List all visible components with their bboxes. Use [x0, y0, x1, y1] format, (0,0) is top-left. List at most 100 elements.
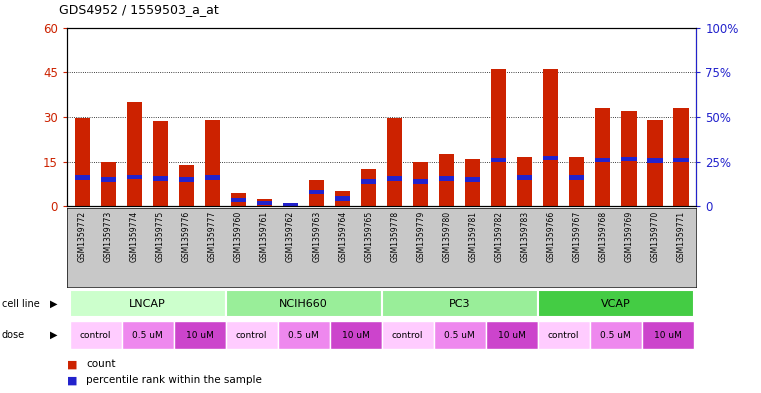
Text: control: control	[392, 331, 423, 340]
Text: count: count	[86, 359, 116, 369]
Bar	[543, 156, 559, 160]
Bar	[595, 108, 610, 206]
Bar	[465, 177, 480, 182]
Bar	[590, 321, 642, 349]
Text: 0.5 uM: 0.5 uM	[600, 331, 631, 340]
Bar	[205, 120, 221, 206]
Bar	[647, 120, 663, 206]
Bar	[673, 108, 689, 206]
Text: 10 uM: 10 uM	[186, 331, 214, 340]
Bar	[100, 162, 116, 206]
Bar	[491, 158, 507, 162]
Text: 10 uM: 10 uM	[654, 331, 682, 340]
Text: GSM1359768: GSM1359768	[598, 211, 607, 262]
Bar	[569, 157, 584, 206]
Text: GSM1359762: GSM1359762	[286, 211, 295, 262]
Bar	[382, 290, 538, 318]
Bar	[595, 158, 610, 162]
Bar	[439, 176, 454, 181]
Text: PC3: PC3	[449, 299, 470, 309]
Text: GSM1359770: GSM1359770	[650, 211, 659, 262]
Text: GSM1359773: GSM1359773	[104, 211, 113, 262]
Bar	[174, 321, 225, 349]
Bar	[439, 154, 454, 206]
Text: ▶: ▶	[49, 299, 57, 309]
Bar	[642, 321, 694, 349]
Text: GSM1359779: GSM1359779	[416, 211, 425, 262]
Bar	[517, 157, 533, 206]
Text: GSM1359778: GSM1359778	[390, 211, 400, 262]
Text: GSM1359763: GSM1359763	[312, 211, 321, 262]
Text: GSM1359777: GSM1359777	[208, 211, 217, 262]
Bar	[335, 196, 350, 200]
Text: GSM1359772: GSM1359772	[78, 211, 87, 262]
Text: ▶: ▶	[49, 330, 57, 340]
Bar	[387, 176, 403, 181]
Bar	[382, 321, 434, 349]
Bar	[225, 321, 278, 349]
Text: GSM1359765: GSM1359765	[364, 211, 373, 262]
Bar	[256, 200, 272, 205]
Bar	[100, 177, 116, 182]
Bar	[538, 290, 694, 318]
Bar	[434, 321, 486, 349]
Bar	[278, 321, 330, 349]
Text: GSM1359766: GSM1359766	[546, 211, 556, 262]
Bar	[569, 176, 584, 180]
Bar	[538, 321, 590, 349]
Bar	[361, 179, 377, 184]
Bar	[465, 159, 480, 206]
Text: NCIH660: NCIH660	[279, 299, 328, 309]
Bar	[361, 169, 377, 206]
Bar	[122, 321, 174, 349]
Bar	[153, 176, 168, 181]
Bar	[127, 174, 142, 179]
Bar	[127, 102, 142, 206]
Bar	[153, 121, 168, 206]
Text: control: control	[80, 331, 111, 340]
Bar	[283, 203, 298, 207]
Text: 10 uM: 10 uM	[498, 331, 526, 340]
Bar	[309, 190, 324, 194]
Text: GSM1359771: GSM1359771	[677, 211, 685, 262]
Text: ■: ■	[67, 359, 78, 369]
Text: GSM1359776: GSM1359776	[182, 211, 191, 262]
Bar	[256, 199, 272, 206]
Text: cell line: cell line	[2, 299, 40, 309]
Text: LNCAP: LNCAP	[129, 299, 166, 309]
Bar	[283, 203, 298, 206]
Text: control: control	[236, 331, 267, 340]
Text: dose: dose	[2, 330, 24, 340]
Text: GSM1359775: GSM1359775	[156, 211, 165, 262]
Bar	[486, 321, 538, 349]
Bar	[309, 180, 324, 206]
Text: GSM1359761: GSM1359761	[260, 211, 269, 262]
Bar	[179, 177, 194, 182]
Bar	[621, 111, 636, 206]
Bar	[517, 176, 533, 180]
Text: 0.5 uM: 0.5 uM	[444, 331, 475, 340]
Bar	[413, 179, 428, 184]
Bar	[621, 157, 636, 161]
Bar	[205, 176, 221, 180]
Bar	[330, 321, 381, 349]
Text: GSM1359780: GSM1359780	[442, 211, 451, 262]
Text: GSM1359782: GSM1359782	[494, 211, 503, 262]
Text: GSM1359783: GSM1359783	[521, 211, 529, 262]
Bar	[231, 193, 247, 206]
Text: ■: ■	[67, 375, 78, 385]
Text: GSM1359769: GSM1359769	[624, 211, 633, 262]
Bar	[413, 162, 428, 206]
Text: 0.5 uM: 0.5 uM	[132, 331, 163, 340]
Text: GSM1359774: GSM1359774	[130, 211, 139, 262]
Text: 0.5 uM: 0.5 uM	[288, 331, 319, 340]
Text: control: control	[548, 331, 579, 340]
Bar	[387, 118, 403, 206]
Bar	[543, 69, 559, 206]
Text: VCAP: VCAP	[601, 299, 631, 309]
Text: GDS4952 / 1559503_a_at: GDS4952 / 1559503_a_at	[59, 3, 219, 16]
Bar	[335, 191, 350, 206]
Bar	[673, 158, 689, 162]
Bar	[491, 69, 507, 206]
Bar	[179, 165, 194, 206]
